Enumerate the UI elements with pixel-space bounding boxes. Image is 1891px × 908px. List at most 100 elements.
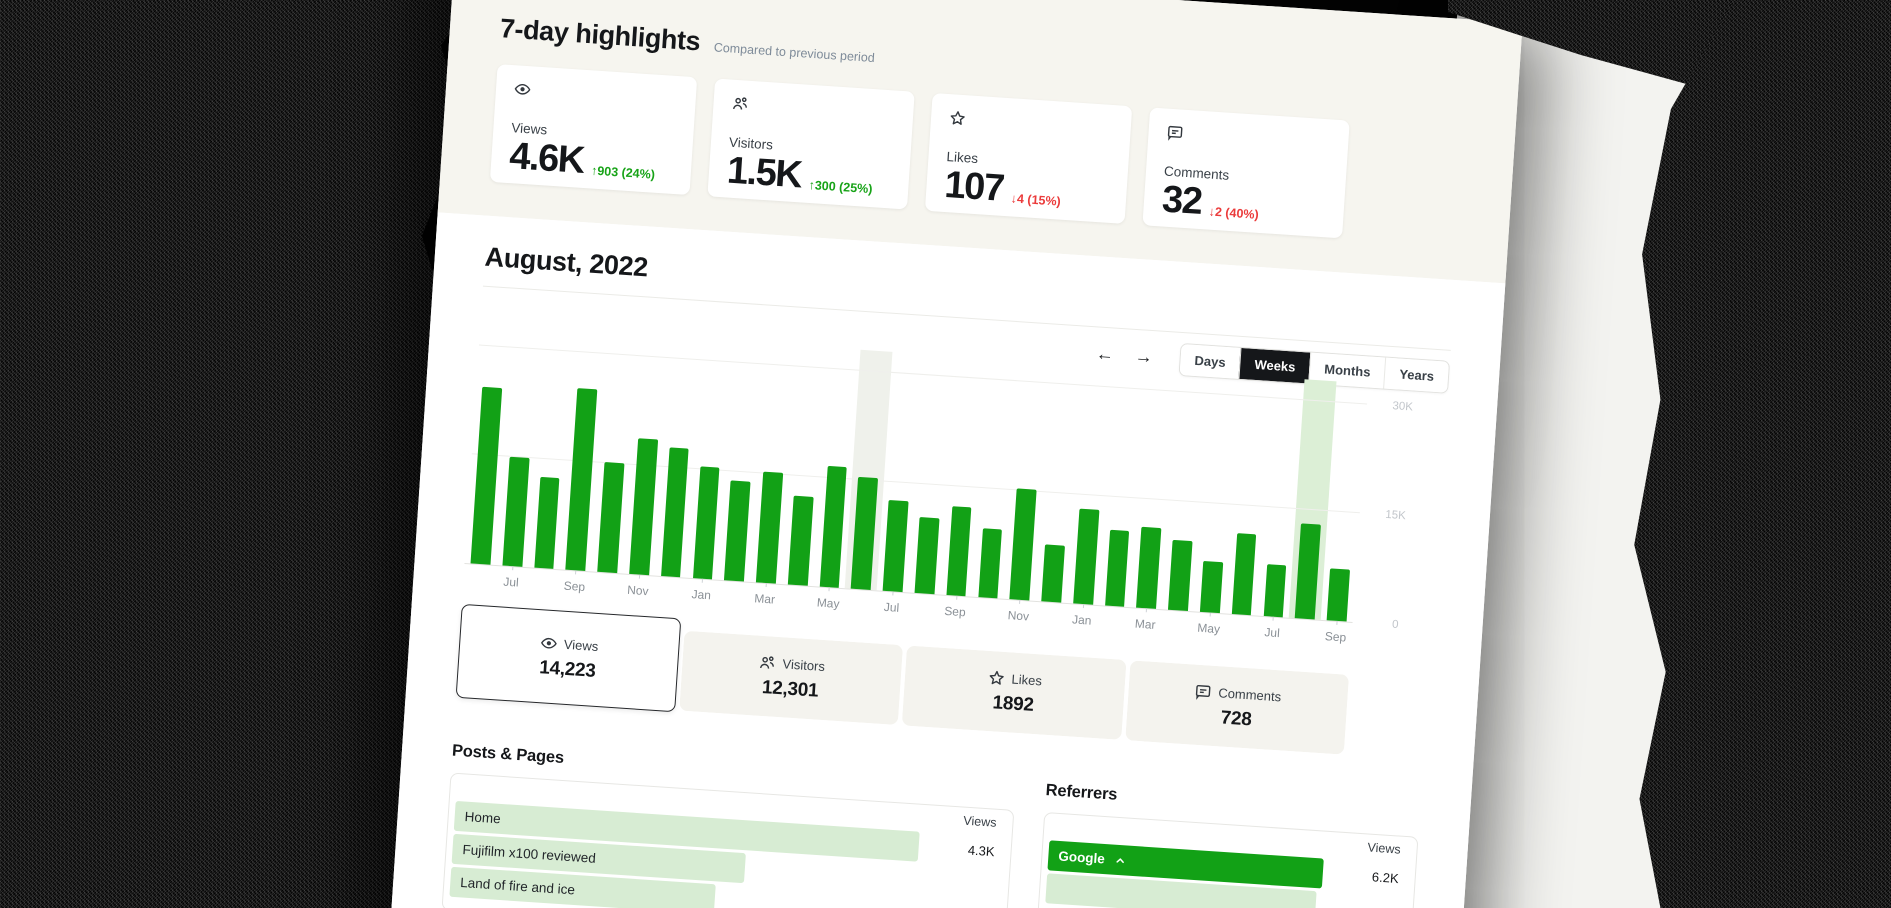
x-axis-tick [1082,604,1084,609]
chart-bar[interactable] [755,471,783,584]
chart-bar[interactable] [787,495,814,586]
x-axis-label-slot: Sep [938,595,971,626]
x-axis-label-slot: Nov [1002,599,1035,630]
metric-tabs: Views 14,223 Visitors 12,301 Likes 1892 Commen… [455,603,1350,757]
x-axis-label: Mar [753,591,776,607]
referrers-panel: Referrers Views Google 6.2K [1035,781,1420,908]
metric-tab-label-row: Comments [1194,682,1282,705]
chart-bar[interactable] [1263,564,1287,618]
x-axis-label-slot: Sep [558,570,591,600]
dashboard-page: 7-day highlights Compared to previous pe… [351,0,1523,908]
x-axis-label: Mar [1134,616,1157,632]
chart-bar[interactable] [597,462,625,574]
x-axis-label: Sep [943,603,967,620]
chart-bar[interactable] [1199,561,1223,614]
metric-tab-likes[interactable]: Likes 1892 [901,645,1127,740]
chart-bar[interactable] [660,447,690,578]
glitch-noise-left [0,0,474,908]
prev-period-button[interactable]: ← [1089,340,1121,367]
x-axis-label: Jan [1071,612,1092,628]
chart-bar[interactable] [533,476,560,569]
x-axis-tick [1209,612,1211,617]
chevron-up-icon[interactable] [1113,854,1126,867]
x-axis-label-slot: Sep [1319,620,1352,651]
next-period-button[interactable]: → [1128,343,1160,370]
x-axis-label-slot [1224,617,1257,645]
x-axis-tick [828,587,831,592]
metric-tab-value: 728 [1220,706,1253,730]
referrers-card: Views Google 6.2K [1037,811,1419,908]
eye-icon [513,80,678,109]
post-label-text: Home [464,809,502,827]
x-axis-label-slot: Jul [1255,616,1288,647]
chart-bar[interactable] [1009,488,1037,601]
chart-bar[interactable] [502,456,530,567]
highlight-card-visitors: Visitors 1.5K ↑300 (25%) [707,78,915,210]
highlight-card-value: 32 [1160,178,1203,223]
chart-bar[interactable] [1295,523,1321,620]
chart-bar[interactable] [1168,540,1193,612]
metric-tab-value: 12,301 [761,676,819,702]
referrer-row[interactable]: Google 6.2K [1047,840,1401,893]
eye-icon [539,634,557,652]
x-axis-label-slot [970,600,1003,628]
chart-bar[interactable] [882,500,909,593]
chart-bar[interactable] [1136,527,1162,609]
chart-bar[interactable] [1041,544,1065,603]
x-axis-label-slot: May [811,587,844,617]
chart-bar[interactable] [629,438,658,576]
chart-bar[interactable] [977,528,1003,599]
y-axis-label: 15K [1384,508,1407,523]
chart-bar[interactable] [851,476,879,590]
metric-tab-label: Visitors [782,655,826,674]
x-axis-label-slot [1287,621,1320,649]
chart-bar[interactable] [1326,568,1350,622]
metric-tab-label-row: Visitors [758,653,825,674]
chart-bar[interactable] [946,505,972,597]
x-axis-label: Nov [626,582,649,599]
y-axis-label: 30K [1392,399,1414,414]
metric-tab-visitors[interactable]: Visitors 12,301 [678,630,904,726]
star-icon [987,668,1005,686]
chart-bar[interactable] [819,465,848,588]
x-axis-tick [575,570,577,575]
x-axis-label-slot: Jan [1065,604,1098,634]
x-axis-label-slot [1033,604,1066,632]
x-axis-label-slot: Nov [621,574,654,604]
x-axis-label: May [816,595,840,611]
metric-tab-value: 14,223 [538,656,597,682]
highlight-card-value-row: 4.6K ↑903 (24%) [508,135,674,186]
tab-years[interactable]: Years [1383,357,1450,393]
referrer-rows: Google 6.2K [1045,840,1401,908]
highlight-card-value: 4.6K [508,135,586,182]
chart-bar[interactable] [1231,532,1257,616]
metric-tab-views[interactable]: Views 14,223 [455,603,681,713]
x-axis-label-slot [907,595,940,623]
highlight-cards: Views 4.6K ↑903 (24%) Visitors 1.5K ↑300 (25%… [489,64,1466,246]
chart-bar[interactable] [692,466,720,580]
chart-bar[interactable] [1073,509,1099,605]
x-axis-label-slot [716,583,749,611]
x-axis-label-slot [1160,612,1193,640]
x-axis-label: Sep [563,578,586,595]
x-axis-label-slot [589,574,622,602]
y-axis-label: 0 [1391,618,1399,631]
chart-bar[interactable] [724,480,751,582]
x-axis-label-slot: Jul [494,566,527,596]
x-axis-label: Nov [1007,608,1030,624]
star-icon [948,109,1113,138]
lists-section: Posts & Pages Views Home 4.3K Fujifilm x10… [391,694,1474,908]
x-axis-label: Sep [1324,629,1347,645]
highlight-card-views: Views 4.6K ↑903 (24%) [489,64,698,196]
metric-tab-comments[interactable]: Comments 728 [1124,660,1350,755]
metric-tab-label: Comments [1217,684,1282,704]
x-axis-label: Jul [883,599,900,615]
highlight-card-value-row: 107 ↓4 (15%) [943,164,1109,215]
chart-bar[interactable] [914,516,940,595]
chart-bar[interactable] [1104,529,1130,607]
metric-tab-value: 1892 [991,691,1035,716]
visitors-icon [758,653,776,671]
x-axis-label-slot [463,566,496,594]
highlight-card-value-row: 1.5K ↑300 (25%) [726,150,892,201]
